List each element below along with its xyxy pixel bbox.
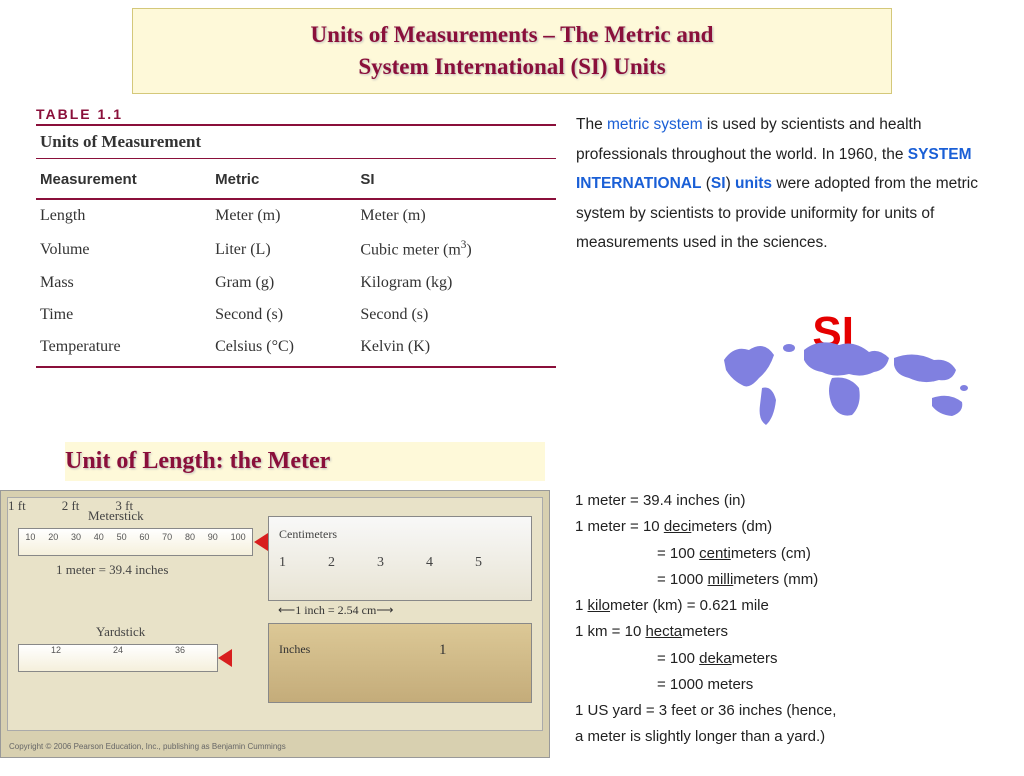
si-units-term: units (735, 175, 772, 192)
page-title: Units of Measurements – The Metric and S… (173, 19, 851, 83)
col-measurement: Measurement (36, 163, 211, 199)
cm-label: Centimeters (279, 527, 337, 542)
title-banner: Units of Measurements – The Metric and S… (132, 8, 892, 94)
table-cell: Liter (L) (211, 232, 356, 266)
conversion-line: a meter is slightly longer than a yard.) (575, 724, 1005, 750)
table-cell: Temperature (36, 331, 211, 366)
table-cell: Celsius (°C) (211, 331, 356, 366)
metric-system-term: metric system (607, 116, 703, 133)
units-table-block: TABLE 1.1 Units of Measurement Measureme… (36, 106, 556, 367)
table-cell: Meter (m) (211, 199, 356, 232)
inch-equation: ⟵1 inch = 2.54 cm⟶ (278, 603, 394, 618)
text: The (576, 116, 607, 133)
table-cell: Second (s) (356, 299, 556, 331)
table-number: TABLE 1.1 (36, 106, 556, 122)
col-si: SI (356, 163, 556, 199)
conversion-line: = 1000 meters (575, 672, 1005, 698)
table-cell: Cubic meter (m3) (356, 232, 556, 266)
title-line-1: Units of Measurements – The Metric and (311, 22, 714, 47)
conversion-line: = 100 centimeters (cm) (575, 541, 1005, 567)
ruler-panel: Meterstick 102030405060708090100 1 meter… (7, 497, 543, 731)
table-row: VolumeLiter (L)Cubic meter (m3) (36, 232, 556, 266)
conversion-line: 1 meter = 10 decimeters (dm) (575, 514, 1005, 540)
arrow-icon (254, 533, 268, 551)
table-cell: Kelvin (K) (356, 331, 556, 366)
yardstick-label: Yardstick (96, 624, 145, 640)
inch-ruler: Inches 1 (268, 623, 532, 703)
title-line-2: System International (SI) Units (358, 54, 665, 79)
col-metric: Metric (211, 163, 356, 199)
upper-section: TABLE 1.1 Units of Measurement Measureme… (0, 106, 1024, 367)
table-row: MassGram (g)Kilogram (kg) (36, 267, 556, 299)
table-cell: Mass (36, 267, 211, 299)
meterstick-ticks: 102030405060708090100 (19, 529, 252, 542)
table-cell: Time (36, 299, 211, 331)
text: ( (701, 175, 710, 192)
table-row: LengthMeter (m)Meter (m) (36, 199, 556, 232)
measurement-table: Measurement Metric SI LengthMeter (m)Met… (36, 163, 556, 365)
yardstick-ticks: 122436 (19, 645, 217, 655)
table-cell: Gram (g) (211, 267, 356, 299)
arrow-icon (218, 649, 232, 667)
table-cell: Meter (m) (356, 199, 556, 232)
copyright-text: Copyright © 2006 Pearson Education, Inc.… (9, 742, 286, 751)
text: 1 inch = 2.54 cm (295, 603, 376, 617)
conversion-line: 1 US yard = 3 feet or 36 inches (hence, (575, 698, 1005, 724)
conversion-line: = 1000 millimeters (mm) (575, 567, 1005, 593)
cm-numbers: 12345 (279, 555, 482, 571)
conversion-line: = 100 dekameters (575, 646, 1005, 672)
meterstick-bar: 102030405060708090100 (18, 528, 253, 556)
table-cell: Kilogram (kg) (356, 267, 556, 299)
table-row: TimeSecond (s)Second (s) (36, 299, 556, 331)
intro-paragraph: The metric system is used by scientists … (576, 106, 1006, 367)
conversion-line: 1 meter = 39.4 inches (in) (575, 488, 1005, 514)
table-cell: Volume (36, 232, 211, 266)
world-map-icon (714, 330, 984, 440)
text: ) (726, 175, 735, 192)
inch-label: Inches (279, 642, 310, 657)
conversion-line: 1 km = 10 hectameters (575, 619, 1005, 645)
table-cell: Second (s) (211, 299, 356, 331)
si-abbr: SI (711, 175, 726, 192)
table-bottom-rule (36, 366, 556, 368)
meter-equation: 1 meter = 39.4 inches (56, 562, 168, 578)
table-row: TemperatureCelsius (°C)Kelvin (K) (36, 331, 556, 366)
inch-number: 1 (439, 642, 447, 659)
meterstick-label: Meterstick (88, 508, 144, 524)
table-header-row: Measurement Metric SI (36, 163, 556, 199)
conversion-line: 1 kilometer (km) = 0.621 mile (575, 593, 1005, 619)
conversion-list: 1 meter = 39.4 inches (in)1 meter = 10 d… (575, 488, 1005, 751)
yardstick-bar: 122436 (18, 644, 218, 672)
table-caption: Units of Measurement (36, 124, 556, 159)
length-subheading: Unit of Length: the Meter (65, 442, 545, 481)
centimeter-ruler: Centimeters 12345 (268, 516, 532, 601)
ruler-figure: Meterstick 102030405060708090100 1 meter… (0, 490, 550, 758)
table-cell: Length (36, 199, 211, 232)
